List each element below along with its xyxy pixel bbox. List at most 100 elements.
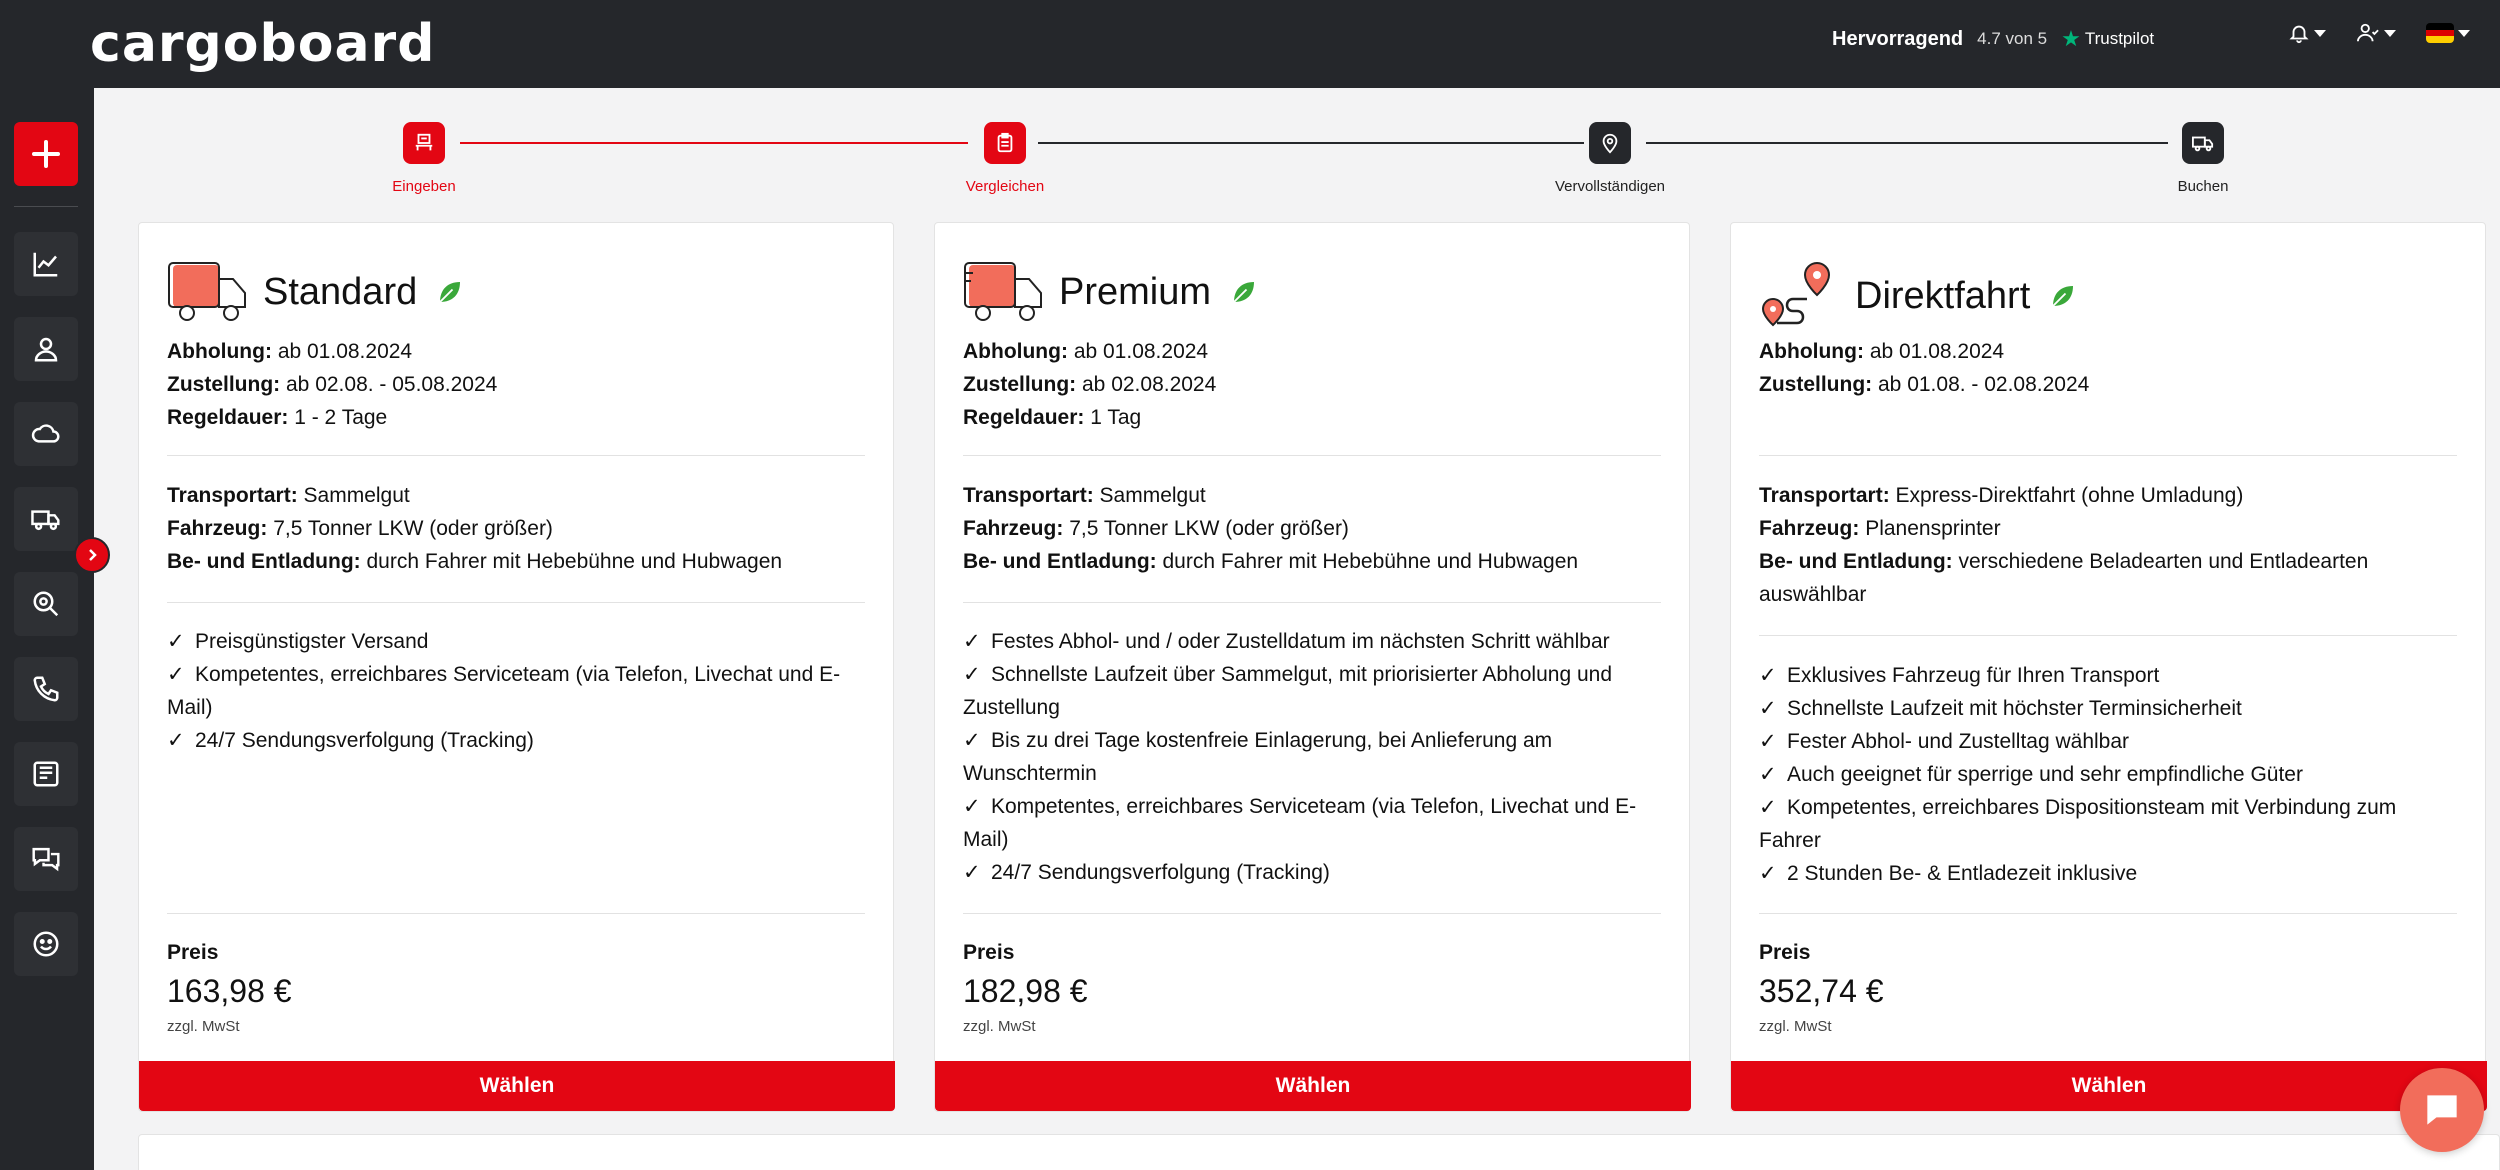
location-pin-icon	[1589, 122, 1631, 164]
sidebar-item-profile[interactable]	[14, 317, 78, 381]
divider	[963, 602, 1661, 603]
trustpilot-star-icon: ★	[2061, 26, 2081, 51]
check-icon: ✓	[1759, 796, 1777, 819]
vehicle-row: Fahrzeug: Planensprinter	[1759, 517, 2001, 540]
sidebar-item-cloud[interactable]	[14, 402, 78, 466]
feature-item: ✓ 24/7 Sendungsverfolgung (Tracking)	[167, 724, 865, 757]
chevron-down-icon	[2458, 29, 2470, 37]
vat-note: zzgl. MwSt	[167, 1018, 240, 1035]
sidebar-item-tracking[interactable]	[14, 572, 78, 636]
divider	[1759, 635, 2457, 636]
feature-item: ✓ Fester Abhol- und Zustelltag wählbar	[1759, 725, 2457, 758]
trustpilot-brand-label: Trustpilot	[2084, 29, 2155, 48]
loading-row: Be- und Entladung: verschiedene Beladear…	[1759, 550, 2369, 606]
divider	[1759, 913, 2457, 914]
chevron-right-icon	[89, 549, 97, 561]
card-title: Direktfahrt	[1855, 274, 2031, 317]
feature-item: ✓ Exklusives Fahrzeug für Ihren Transport	[1759, 659, 2457, 692]
choose-direktfahrt-button[interactable]: Wählen	[1731, 1061, 2487, 1111]
route-icon	[1761, 262, 1831, 327]
choose-premium-button[interactable]: Wählen	[935, 1061, 1691, 1111]
trustpilot-widget[interactable]: Hervorragend 4.7 von 5 ★ Trustpilot	[1832, 26, 2154, 52]
feature-item: ✓ Kompetentes, erreichbares Serviceteam (…	[167, 658, 865, 724]
sidebar-item-contact[interactable]	[14, 657, 78, 721]
price-value: 352,74 €	[1759, 973, 1884, 1009]
price-value: 163,98 €	[167, 973, 292, 1009]
step-vervollstaendigen: Vervollständigen	[1530, 122, 1690, 195]
check-icon: ✓	[167, 630, 185, 653]
card-header: Standard	[167, 259, 465, 325]
sidebar-item-statistics[interactable]	[14, 232, 78, 296]
feature-item: ✓ 2 Stunden Be- & Entladezeit inklusive	[1759, 857, 2457, 890]
user-icon	[34, 337, 58, 362]
price-block: Preis 182,98 € zzgl. MwSt	[963, 941, 1088, 1035]
check-icon: ✓	[963, 795, 981, 818]
vat-note: zzgl. MwSt	[963, 1018, 1036, 1035]
check-icon: ✓	[1759, 763, 1777, 786]
vehicle-row: Fahrzeug: 7,5 Tonner LKW (oder größer)	[167, 517, 553, 540]
sidebar-divider	[14, 206, 78, 207]
bell-icon	[2289, 25, 2309, 44]
notifications-dropdown[interactable]	[2288, 22, 2326, 44]
offer-card-direktfahrt: Direktfahrt Abholung: ab 01.08.2024 Zust…	[1730, 222, 2487, 1112]
logo[interactable]: cargoboard	[90, 14, 436, 74]
new-shipment-button[interactable]	[14, 122, 78, 186]
check-icon: ✓	[167, 663, 185, 686]
offer-card-premium: Premium Abholung: ab 01.08.2024 Zustellu…	[934, 222, 1691, 1112]
truck-icon	[31, 510, 60, 531]
trustpilot-score: 4.7 von 5	[1977, 29, 2048, 48]
news-icon	[33, 761, 59, 787]
feature-item: ✓ Kompetentes, erreichbares Serviceteam (…	[963, 790, 1661, 856]
transport-row: Transportart: Express-Direktfahrt (ohne …	[1759, 484, 2244, 507]
step-eingeben[interactable]: Eingeben	[344, 122, 504, 195]
sidebar-item-shipments[interactable]	[14, 487, 78, 551]
chevron-down-icon	[2314, 29, 2326, 37]
check-icon: ✓	[963, 630, 981, 653]
truck-icon	[2182, 122, 2224, 164]
language-dropdown[interactable]	[2426, 22, 2470, 44]
divider	[167, 455, 865, 456]
livechat-button[interactable]	[2400, 1068, 2484, 1152]
delivery-row: Zustellung: ab 02.08. - 05.08.2024	[167, 373, 498, 396]
sidebar-item-news[interactable]	[14, 742, 78, 806]
card-header: Direktfahrt	[1759, 259, 2078, 333]
account-dropdown[interactable]	[2356, 22, 2396, 44]
delivery-row: Zustellung: ab 01.08. - 02.08.2024	[1759, 373, 2090, 396]
check-icon: ✓	[1759, 862, 1777, 885]
check-icon: ✓	[167, 729, 185, 752]
check-icon: ✓	[963, 861, 981, 884]
chat-icon	[32, 847, 60, 872]
step-label: Vergleichen	[965, 178, 1045, 195]
step-vergleichen[interactable]: Vergleichen	[925, 122, 1085, 195]
sidebar	[0, 88, 94, 1170]
top-bar: cargoboard Hervorragend 4.7 von 5 ★ Trus…	[0, 0, 2500, 88]
choose-standard-button[interactable]: Wählen	[139, 1061, 895, 1111]
duration-row: Regeldauer: 1 Tag	[963, 406, 1142, 429]
search-icon	[33, 591, 59, 617]
step-label: Eingeben	[392, 178, 456, 195]
clipboard-icon	[984, 122, 1026, 164]
check-icon: ✓	[963, 663, 981, 686]
sidebar-expand-button[interactable]	[74, 537, 110, 573]
feature-item: ✓ Auch geeignet für sperrige und sehr emp…	[1759, 758, 2457, 791]
price-value: 182,98 €	[963, 973, 1088, 1009]
offer-card-standard: Standard Abholung: ab 01.08.2024 Zustell…	[138, 222, 895, 1112]
price-block: Preis 352,74 € zzgl. MwSt	[1759, 941, 1884, 1035]
duration-row: Regeldauer: 1 - 2 Tage	[167, 406, 388, 429]
form-icon	[403, 122, 445, 164]
sidebar-item-feedback[interactable]	[14, 912, 78, 976]
user-check-icon	[2357, 23, 2379, 42]
step-connector-done	[460, 142, 968, 144]
phone-icon	[33, 676, 59, 702]
sidebar-item-faq[interactable]	[14, 827, 78, 891]
delivery-row: Zustellung: ab 02.08.2024	[963, 373, 1217, 396]
plus-icon	[32, 140, 60, 168]
check-icon: ✓	[1759, 664, 1777, 687]
card-header: Premium	[963, 259, 1259, 325]
bottom-panel	[138, 1134, 2500, 1170]
feature-item: ✓ 24/7 Sendungsverfolgung (Tracking)	[963, 856, 1661, 889]
card-title: Premium	[1059, 270, 1212, 313]
cloud-icon	[31, 424, 60, 443]
eco-leaf-icon	[1233, 282, 1255, 303]
loading-row: Be- und Entladung: durch Fahrer mit Hebe…	[963, 550, 1579, 573]
